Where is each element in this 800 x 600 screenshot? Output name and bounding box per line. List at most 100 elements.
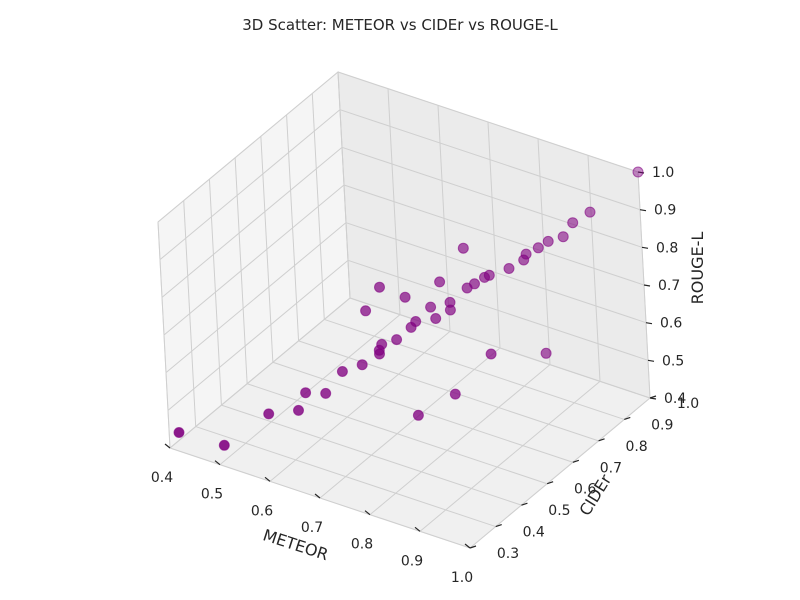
- z-tick-mark: [641, 246, 649, 249]
- chart-title: 3D Scatter: METEOR vs CIDEr vs ROUGE-L: [242, 16, 558, 34]
- data-points: [173, 166, 644, 451]
- data-point: [444, 296, 456, 308]
- x-tick-mark: [464, 543, 471, 549]
- y-tick-mark: [598, 438, 605, 442]
- y-tick-label: 0.8: [625, 439, 647, 455]
- data-point: [373, 344, 385, 356]
- x-tick-mark: [414, 526, 421, 532]
- x-tick-mark: [364, 510, 371, 516]
- x-tick-label: 0.4: [151, 470, 173, 486]
- y-tick-mark: [546, 481, 554, 485]
- y-tick-label: 0.5: [548, 503, 570, 519]
- data-point: [356, 359, 368, 371]
- y-tick-label: 0.7: [600, 460, 622, 476]
- data-point: [485, 348, 497, 360]
- data-point: [425, 301, 437, 313]
- axis-panes: [157, 70, 652, 549]
- data-point: [360, 305, 372, 317]
- y-grid-floor: [298, 340, 599, 442]
- data-point: [557, 231, 569, 243]
- x-tick-label: 0.5: [201, 487, 223, 503]
- data-point: [540, 347, 552, 359]
- x-grid-floor: [369, 364, 551, 516]
- z-grid-back: [341, 146, 643, 248]
- y-tick-label: 0.4: [523, 525, 545, 541]
- y-grid-floor: [246, 383, 548, 485]
- data-point: [567, 217, 579, 229]
- data-point: [374, 281, 385, 293]
- x-tick-mark: [164, 443, 171, 449]
- data-point: [483, 269, 495, 281]
- y-tick-mark: [572, 459, 580, 463]
- grid-lines: [157, 71, 651, 549]
- data-point: [391, 334, 403, 346]
- data-point: [532, 242, 544, 254]
- z-grid-back: [343, 184, 645, 286]
- z-tick-mark: [643, 284, 651, 287]
- x-tick-label: 1.0: [451, 570, 473, 586]
- data-point: [410, 316, 422, 327]
- z-axis-label: ROUGE-L: [688, 232, 707, 305]
- data-point: [320, 387, 332, 399]
- z-tick-mark: [639, 209, 647, 212]
- data-point: [461, 282, 473, 294]
- y-tick-mark: [495, 524, 502, 528]
- y-grid-floor: [221, 404, 522, 506]
- z-grid-back: [345, 222, 647, 324]
- data-point: [218, 439, 230, 451]
- data-point: [430, 313, 442, 324]
- z-tick-label: 0.7: [658, 278, 680, 294]
- y-tick-label: 0.3: [497, 546, 519, 562]
- z-grid-left: [157, 71, 339, 223]
- x-grid-floor: [269, 330, 451, 482]
- z-grid-left: [159, 109, 341, 261]
- y-tick-mark: [521, 502, 528, 506]
- x-tick-mark: [264, 476, 271, 482]
- y-tick-mark: [469, 545, 477, 549]
- data-point: [336, 366, 348, 377]
- z-tick-label: 0.8: [656, 240, 678, 256]
- z-grid-back: [339, 109, 641, 211]
- data-point: [434, 276, 446, 288]
- y-tick-label: 0.6: [574, 482, 596, 498]
- z-tick-label: 0.5: [662, 353, 684, 369]
- y-grid-floor: [195, 426, 496, 528]
- axis-ticks: 0.40.50.60.70.80.91.00.30.40.50.60.70.80…: [151, 165, 699, 586]
- data-point: [584, 206, 596, 218]
- data-point: [632, 166, 644, 178]
- z-tick-mark: [649, 397, 657, 400]
- data-point: [173, 427, 185, 438]
- y-tick-label: 1.0: [677, 396, 699, 412]
- data-point: [449, 388, 461, 400]
- z-grid-left: [165, 222, 347, 374]
- data-point: [457, 242, 469, 254]
- data-point: [542, 235, 554, 247]
- y-tick-mark: [624, 416, 631, 420]
- z-tick-mark: [647, 359, 655, 362]
- data-point: [518, 254, 530, 266]
- x-grid-floor: [319, 347, 501, 499]
- x-tick-label: 0.6: [251, 503, 273, 519]
- data-point: [293, 404, 304, 416]
- x-tick-label: 0.8: [351, 537, 373, 553]
- x-tick-label: 0.7: [301, 520, 323, 536]
- z-tick-label: 0.6: [660, 316, 682, 332]
- z-tick-mark: [645, 322, 653, 325]
- x-tick-mark: [214, 460, 221, 466]
- x-tick-label: 0.9: [401, 553, 423, 569]
- data-point: [503, 263, 515, 274]
- z-tick-label: 1.0: [652, 165, 674, 181]
- data-point: [300, 387, 312, 399]
- x-tick-mark: [314, 493, 321, 499]
- y-grid-floor: [324, 318, 625, 420]
- data-point: [412, 409, 424, 421]
- x-grid-floor: [469, 397, 651, 549]
- z-tick-label: 0.9: [654, 203, 676, 219]
- z-tick-label: 0.4: [664, 391, 686, 407]
- x-grid-floor: [419, 380, 601, 532]
- z-grid-left: [161, 146, 343, 298]
- z-grid-left: [169, 297, 351, 449]
- z-grid-back: [349, 297, 651, 399]
- data-point: [263, 408, 275, 420]
